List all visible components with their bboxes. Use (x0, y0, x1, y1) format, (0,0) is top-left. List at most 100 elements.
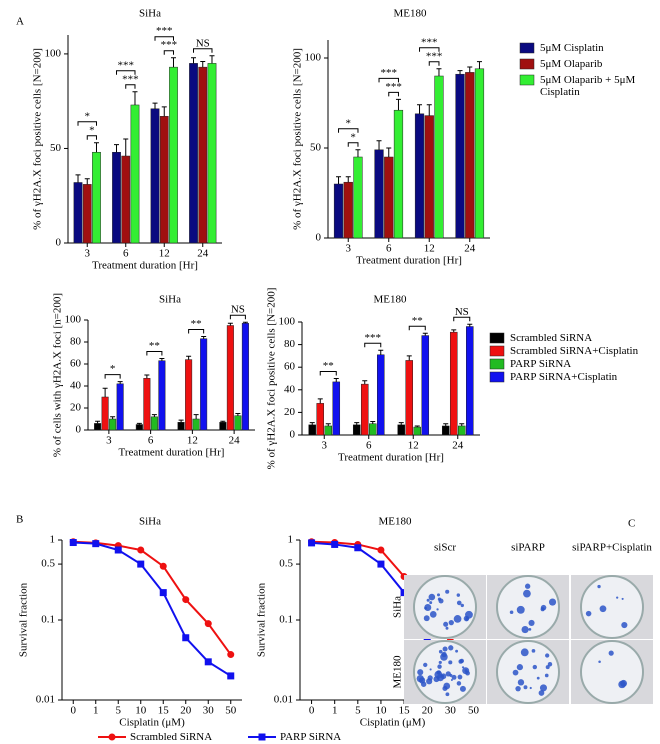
significance-bracket (388, 91, 399, 97)
x-tick-label: 12 (187, 435, 198, 447)
marker (227, 651, 235, 659)
x-tick-label: 50 (468, 705, 480, 717)
error-bar (151, 414, 157, 417)
significance-bracket (146, 351, 163, 356)
colony (457, 674, 463, 680)
significance-bracket (104, 374, 121, 379)
x-tick-label: 6 (386, 243, 392, 255)
marker (137, 560, 145, 568)
colony (450, 678, 453, 681)
colony (426, 598, 430, 602)
significance-label: * (350, 131, 356, 143)
bar (198, 66, 208, 244)
bar (200, 338, 208, 431)
x-tick-label: 10 (375, 705, 387, 717)
y-tick-label: 80 (284, 338, 296, 350)
colony (448, 660, 453, 665)
x-tick-label: 24 (197, 248, 209, 260)
colony (621, 597, 624, 600)
significance-bracket (229, 314, 246, 320)
x-axis-label: Treatment duration [Hr] (92, 260, 198, 272)
dish (413, 575, 477, 639)
x-tick-label: 50 (225, 705, 237, 717)
legend-swatch (489, 345, 505, 357)
column-label: siScr (434, 542, 456, 554)
error-bar (191, 57, 197, 64)
x-tick-label: 12 (408, 440, 419, 452)
colony (423, 662, 428, 668)
y-tick-label: 0.5 (41, 558, 55, 570)
x-tick-label: 24 (464, 243, 476, 255)
colony (448, 619, 454, 626)
x-tick-label: 5 (116, 705, 122, 717)
legend-swatch (489, 332, 505, 344)
colony (442, 685, 448, 692)
legend-swatch (489, 358, 505, 370)
bar (455, 73, 465, 239)
y-tick-label: 60 (70, 358, 82, 370)
significance-bracket (319, 371, 337, 376)
colony (443, 621, 449, 627)
bar (94, 423, 102, 431)
colony (445, 692, 450, 697)
y-tick-label: 1 (288, 534, 294, 546)
error-bar (443, 423, 449, 426)
colony (423, 615, 430, 622)
series-line (73, 541, 232, 677)
significance-bracket (163, 50, 174, 55)
x-tick-label: 24 (452, 440, 464, 452)
chart-title: ME180 (394, 8, 428, 20)
error-bar (220, 420, 226, 423)
marker (114, 546, 122, 554)
error-bar (144, 374, 150, 379)
bar (393, 109, 404, 239)
bar (333, 183, 344, 239)
bar (308, 424, 316, 436)
x-tick-label: 3 (106, 435, 112, 447)
colony (438, 660, 442, 665)
error-bar (123, 138, 129, 157)
error-bar (193, 414, 199, 419)
y-tick-label: 20 (70, 402, 82, 414)
x-tick-label: 20 (422, 705, 434, 717)
chart-title: SiHa (139, 516, 161, 528)
significance-bracket (116, 70, 136, 75)
bar (466, 326, 474, 436)
y-tick-label: 0 (316, 232, 322, 244)
legend-label: 5μM Cisplatin (540, 42, 604, 54)
significance-bracket (125, 84, 136, 89)
x-tick-label: 5 (355, 705, 361, 717)
colony (516, 664, 524, 671)
y-axis-label: % of γH2A.X foci positive cells [N=200] (266, 288, 278, 470)
error-bar (426, 104, 432, 116)
colony (528, 627, 532, 631)
bar (374, 149, 384, 239)
error-bar (201, 336, 207, 339)
chart-title: SiHa (139, 8, 161, 20)
colony (461, 666, 465, 669)
y-axis-label: % of γH2A.X foci positive cells [N=200] (32, 48, 44, 230)
y-tick-label: 50 (310, 142, 322, 154)
bar (192, 418, 200, 431)
colony (540, 604, 547, 611)
marker (377, 546, 385, 554)
significance-label: ** (191, 318, 202, 330)
y-tick-label: 50 (50, 142, 62, 154)
bar (189, 63, 198, 244)
significance-bracket (453, 316, 471, 322)
x-tick-label: 6 (148, 435, 154, 447)
bar (101, 396, 109, 431)
error-bar (200, 60, 206, 68)
series-line (73, 540, 232, 656)
colony (429, 668, 432, 671)
significance-label: * (85, 110, 91, 122)
significance-label: NS (455, 306, 469, 318)
bar (343, 181, 353, 239)
bar (121, 155, 131, 244)
error-bar (136, 422, 142, 425)
error-bar (378, 349, 384, 355)
y-axis-label: Survival fraction (256, 582, 268, 657)
column-label: siPARP (511, 542, 545, 554)
